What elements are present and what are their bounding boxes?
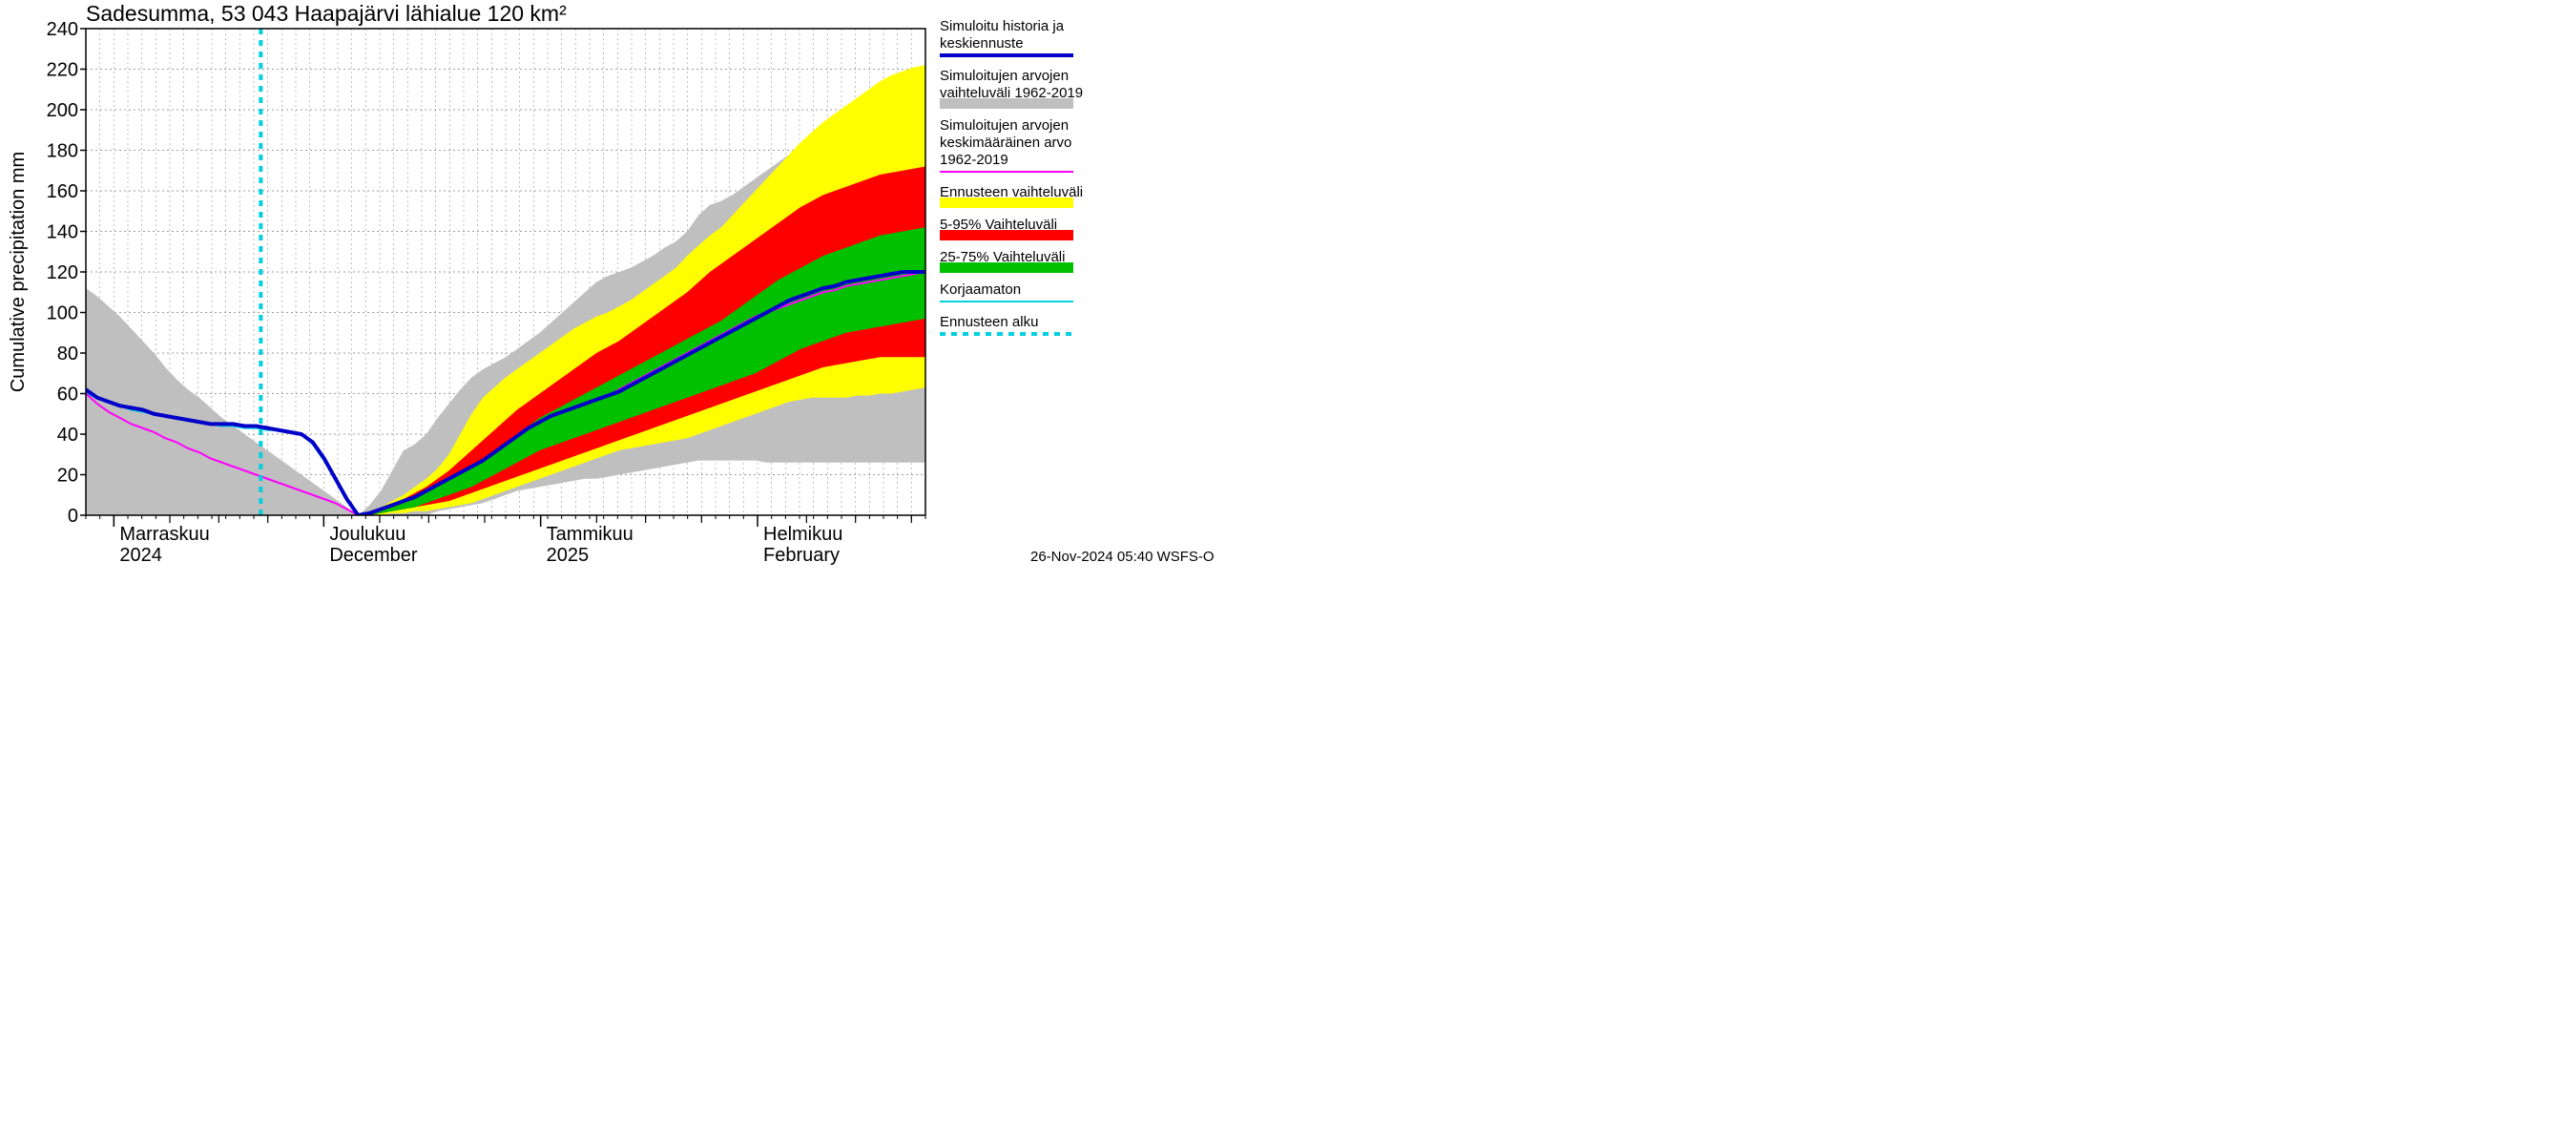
legend-label: Simuloitu historia ja	[940, 18, 1065, 34]
legend-label: keskimääräinen arvo	[940, 135, 1071, 151]
y-tick-label: 0	[68, 506, 78, 527]
legend-label: 1962-2019	[940, 152, 1008, 168]
chart-svg: Sadesumma, 53 043 Haapajärvi lähialue 12…	[0, 0, 1288, 572]
x-tick-label-2: December	[329, 545, 418, 566]
legend-swatch	[940, 198, 1073, 208]
y-tick-label: 100	[47, 303, 78, 324]
chart-container: Sadesumma, 53 043 Haapajärvi lähialue 12…	[0, 0, 1288, 572]
x-tick-label-1: Tammikuu	[547, 524, 634, 545]
y-tick-label: 220	[47, 60, 78, 81]
legend-swatch	[940, 262, 1073, 273]
y-tick-label: 20	[57, 466, 78, 487]
legend-swatch	[940, 98, 1073, 109]
legend-label: Korjaamaton	[940, 281, 1021, 298]
x-tick-label-1: Joulukuu	[329, 524, 405, 545]
legend-label: Ennusteen alku	[940, 314, 1038, 330]
y-axis-label: Cumulative precipitation mm	[8, 152, 29, 392]
y-tick-label: 40	[57, 425, 78, 446]
x-tick-label-2: February	[763, 545, 840, 566]
x-tick-label-2: 2025	[547, 545, 590, 566]
y-tick-label: 200	[47, 100, 78, 121]
legend-swatch	[940, 230, 1073, 240]
y-tick-label: 80	[57, 344, 78, 364]
y-tick-label: 140	[47, 222, 78, 243]
legend-label: Simuloitujen arvojen	[940, 68, 1069, 84]
y-tick-label: 60	[57, 385, 78, 406]
chart-footer: 26-Nov-2024 05:40 WSFS-O	[1030, 549, 1215, 565]
x-tick-label-1: Marraskuu	[119, 524, 209, 545]
x-tick-label-1: Helmikuu	[763, 524, 842, 545]
y-tick-label: 120	[47, 262, 78, 283]
legend-label: Simuloitujen arvojen	[940, 117, 1069, 134]
y-tick-label: 180	[47, 141, 78, 162]
chart-title: Sadesumma, 53 043 Haapajärvi lähialue 12…	[86, 1, 567, 26]
y-tick-label: 240	[47, 19, 78, 40]
x-tick-label-2: 2024	[119, 545, 162, 566]
y-tick-label: 160	[47, 181, 78, 202]
legend-label: keskiennuste	[940, 35, 1024, 52]
